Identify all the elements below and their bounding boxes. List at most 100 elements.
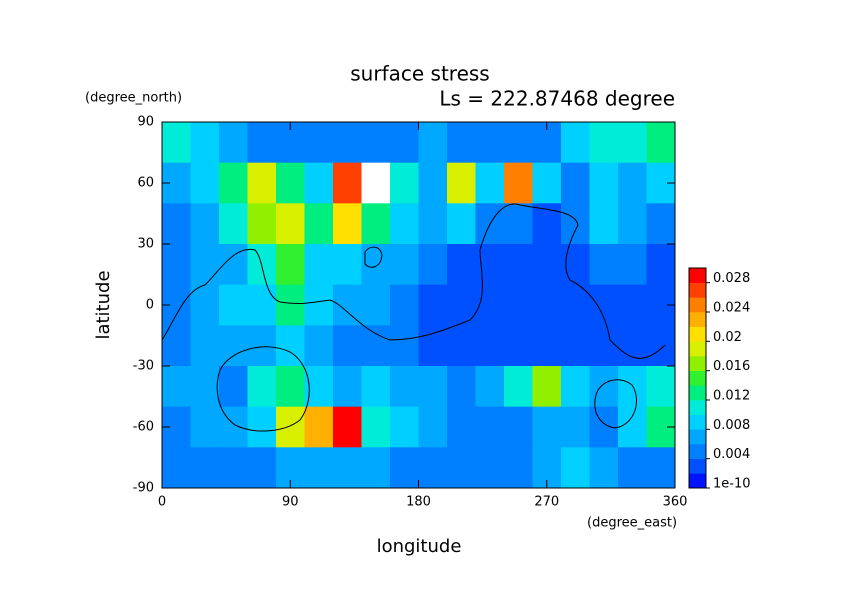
colorbar-tick-label: 0.012 [713, 389, 750, 404]
cell [475, 406, 505, 448]
cell [504, 447, 533, 489]
cell [589, 447, 619, 489]
cell [447, 447, 476, 489]
cell [646, 122, 676, 164]
colorbar-band [689, 458, 706, 474]
cell [276, 325, 305, 367]
cell [304, 122, 334, 164]
cell [589, 366, 619, 408]
cell [361, 122, 391, 164]
y-tick-label: -60 [133, 420, 154, 435]
cell [247, 122, 277, 164]
cell [276, 162, 305, 204]
cell [219, 325, 248, 367]
cell [333, 122, 362, 164]
cell [247, 406, 277, 448]
cell [190, 122, 220, 164]
cell [390, 325, 419, 367]
cell [162, 244, 191, 286]
cell [390, 203, 419, 245]
cell [190, 366, 220, 408]
colorbar-tick-label: 0.02 [713, 330, 742, 345]
cell [418, 162, 448, 204]
cell [333, 203, 362, 245]
cell [190, 203, 220, 245]
contour-line [594, 379, 637, 429]
colorbar-band [689, 473, 706, 489]
contour-line [161, 203, 666, 359]
cell [589, 122, 619, 164]
cell [646, 447, 676, 489]
colorbar-band [689, 297, 706, 313]
cell [475, 122, 505, 164]
cell [475, 325, 505, 367]
x-unit: (degree_east) [587, 516, 677, 531]
cell [219, 203, 248, 245]
cell [447, 162, 476, 204]
cell [361, 162, 391, 204]
cell [304, 284, 334, 326]
cell [504, 325, 533, 367]
field [162, 122, 676, 489]
y-tick-label: -90 [133, 481, 154, 496]
x-tick-label: 270 [534, 495, 559, 510]
cell [333, 162, 362, 204]
cell [162, 203, 191, 245]
cell [247, 244, 277, 286]
y-tick-label: 90 [137, 115, 154, 130]
cell [219, 366, 248, 408]
cell [304, 406, 334, 448]
cell [561, 284, 590, 326]
cell [532, 366, 562, 408]
y-unit: (degree_north) [85, 91, 182, 106]
cell [618, 325, 647, 367]
cell [418, 244, 448, 286]
cell [475, 366, 505, 408]
x-tick-label: 0 [158, 495, 166, 510]
cell [390, 244, 419, 286]
cell [447, 406, 476, 448]
y-tick-label: 30 [137, 237, 154, 252]
colorbar-band [689, 429, 706, 445]
cell [247, 203, 277, 245]
cell [618, 284, 647, 326]
cell [361, 203, 391, 245]
cell [561, 162, 590, 204]
colorbar-tick-label: 0.016 [713, 359, 750, 374]
cell [333, 406, 362, 448]
cell [532, 406, 562, 448]
topography-contours [161, 203, 666, 432]
cell [475, 284, 505, 326]
cell [475, 162, 505, 204]
cell [418, 203, 448, 245]
y-tick-label: 0 [146, 298, 154, 313]
cell [504, 122, 533, 164]
cell [618, 406, 647, 448]
colorbar-band [689, 312, 706, 327]
cell [333, 447, 362, 489]
chart-title: surface stress [350, 62, 489, 86]
cell [589, 162, 619, 204]
cell [618, 122, 647, 164]
y-tick-label: -30 [133, 359, 154, 374]
cell [333, 325, 362, 367]
cell [504, 244, 533, 286]
cell [618, 203, 647, 245]
cell [247, 447, 277, 489]
cell [190, 325, 220, 367]
cell [618, 162, 647, 204]
cell [361, 325, 391, 367]
colorbar-tick-label: 0.004 [713, 447, 750, 462]
x-tick-label: 180 [406, 495, 431, 510]
cell [304, 447, 334, 489]
cell [504, 162, 533, 204]
cell [304, 325, 334, 367]
cell [418, 447, 448, 489]
colorbar-band [689, 282, 706, 298]
cell [219, 122, 248, 164]
cell [561, 406, 590, 448]
colorbar-band [689, 326, 706, 342]
cell [504, 366, 533, 408]
cell [589, 244, 619, 286]
